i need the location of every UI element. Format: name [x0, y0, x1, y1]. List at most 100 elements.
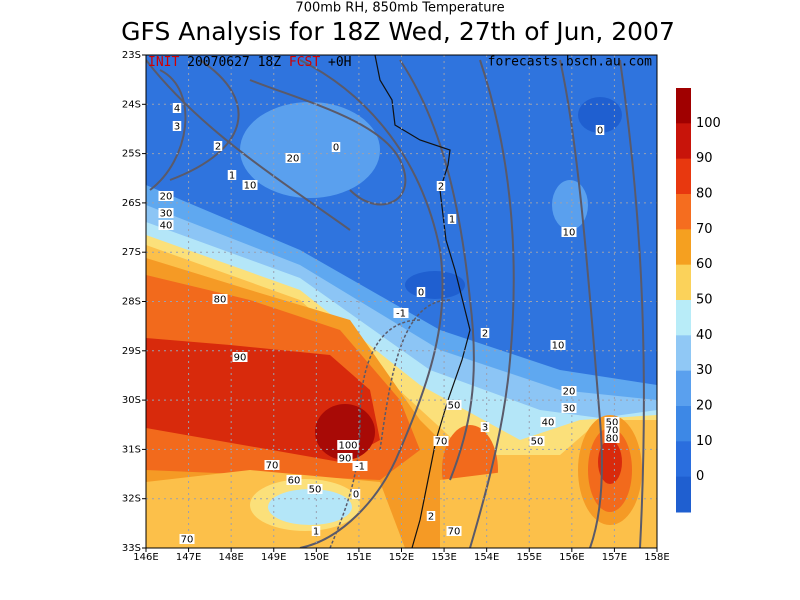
contour-label-box: [446, 400, 462, 410]
contour-label-box: [393, 308, 409, 318]
contour-label: 70: [181, 535, 194, 546]
contour-label-box: [416, 287, 426, 297]
colorbar-segment: [676, 229, 691, 266]
contour-label: 40: [160, 221, 173, 232]
contour-label-box: [232, 352, 248, 362]
band-40-patch: [268, 489, 352, 525]
contour-label: 0: [597, 126, 603, 137]
contour-label: 40: [542, 418, 555, 429]
colorbar-segment: [676, 370, 691, 407]
contour-label: 1: [449, 215, 455, 226]
contour-label-box: [179, 534, 195, 544]
contour-label: 1: [229, 171, 235, 182]
subtitle: 700mb RH, 850mb Temperature: [295, 1, 504, 16]
band-100: [315, 404, 375, 460]
contour-label-box: [337, 440, 359, 450]
contour-label-box: [550, 340, 566, 350]
contour-label-box: [352, 461, 368, 471]
contour-label-box: [213, 141, 223, 151]
colorbar-label: 90: [696, 151, 713, 166]
lat-label: 27S: [122, 247, 141, 258]
colorbar-segment: [676, 300, 691, 336]
contour-label-box: [540, 417, 556, 427]
contour-label: 2: [428, 512, 434, 523]
init-time: 20070627 18Z: [187, 55, 281, 70]
colorbar-label: 10: [696, 434, 713, 449]
lon-label: 158E: [644, 552, 669, 563]
contour-label: 10: [552, 341, 565, 352]
contour-label-box: [604, 433, 620, 443]
colorbar-label: 0: [696, 469, 704, 484]
colorbar-label: 30: [696, 363, 713, 378]
contour-label: 50: [531, 437, 544, 448]
colorbar-segment: [676, 441, 691, 478]
contour-label-box: [331, 142, 341, 152]
contour-label-box: [307, 484, 323, 494]
lon-label: 149E: [261, 552, 286, 563]
source: forecasts.bsch.au.com: [488, 55, 653, 70]
fcst-value: +0H: [328, 55, 351, 70]
contour-label-box: [480, 422, 490, 432]
colorbar-segment: [676, 476, 691, 513]
contour-label-box: [158, 220, 174, 230]
fcst-label: FCST: [289, 55, 320, 70]
contour-label: 10: [563, 228, 576, 239]
lon-label: 153E: [431, 552, 456, 563]
init-label: INIT: [148, 55, 179, 70]
contour-label-box: [242, 180, 258, 190]
contour-label: 70: [435, 437, 448, 448]
colorbar-label: 40: [696, 328, 713, 343]
contour-label: 70: [448, 527, 461, 538]
contour-label: 0: [333, 143, 339, 154]
lat-label: 31S: [122, 444, 141, 455]
colorbar-segment: [676, 264, 691, 301]
lon-label: 156E: [559, 552, 584, 563]
colorbar-label: 100: [696, 116, 721, 131]
colorbar-segment: [676, 123, 691, 160]
contour-label: 30: [563, 404, 576, 415]
contour-label: 50: [309, 485, 322, 496]
contour-label-box: [285, 153, 301, 163]
contour-label: 20: [160, 192, 173, 203]
colorbar-segment: [676, 335, 691, 372]
lat-label: 24S: [122, 99, 141, 110]
contour-label: 50: [448, 401, 461, 412]
contour-label-box: [337, 453, 353, 463]
title: GFS Analysis for 18Z Wed, 27th of Jun, 2…: [121, 17, 675, 46]
contour-label: 0: [418, 288, 424, 299]
lat-label: 23S: [122, 50, 141, 61]
contour-label-box: [433, 436, 449, 446]
contour-label-box: [227, 170, 237, 180]
contour-label: -1: [355, 462, 365, 473]
contour-label-box: [172, 121, 182, 131]
band-90-patch: [598, 440, 622, 484]
colorbar-label: 80: [696, 187, 713, 202]
lon-label: 146E: [133, 552, 158, 563]
contour-label: 2: [438, 182, 444, 193]
contour-label-box: [604, 417, 620, 427]
contour-label-box: [561, 386, 577, 396]
contour-label-box: [212, 294, 228, 304]
contour-label-box: [158, 191, 174, 201]
contours: [146, 59, 645, 548]
band-0-patch: [578, 97, 622, 133]
negative-contours: [329, 299, 451, 548]
contour-label-box: [172, 103, 182, 113]
contour-label: 70: [606, 426, 619, 437]
contour-label: 100: [338, 441, 357, 452]
contour-label-box: [595, 125, 605, 135]
lon-label: 151E: [346, 552, 371, 563]
contour-label-box: [529, 436, 545, 446]
colorbar-segment: [676, 158, 691, 195]
band-20-patch: [240, 102, 380, 198]
contour-label: 20: [563, 387, 576, 398]
colorbar-segment: [676, 194, 691, 230]
lon-label: 154E: [474, 552, 499, 563]
contour-label: 0: [353, 490, 359, 501]
lat-label: 25S: [122, 149, 141, 160]
contour-label: 90: [339, 454, 352, 465]
contour-label: 50: [606, 418, 619, 429]
contour-label: 2: [215, 142, 221, 153]
contour-label: 90: [234, 353, 247, 364]
